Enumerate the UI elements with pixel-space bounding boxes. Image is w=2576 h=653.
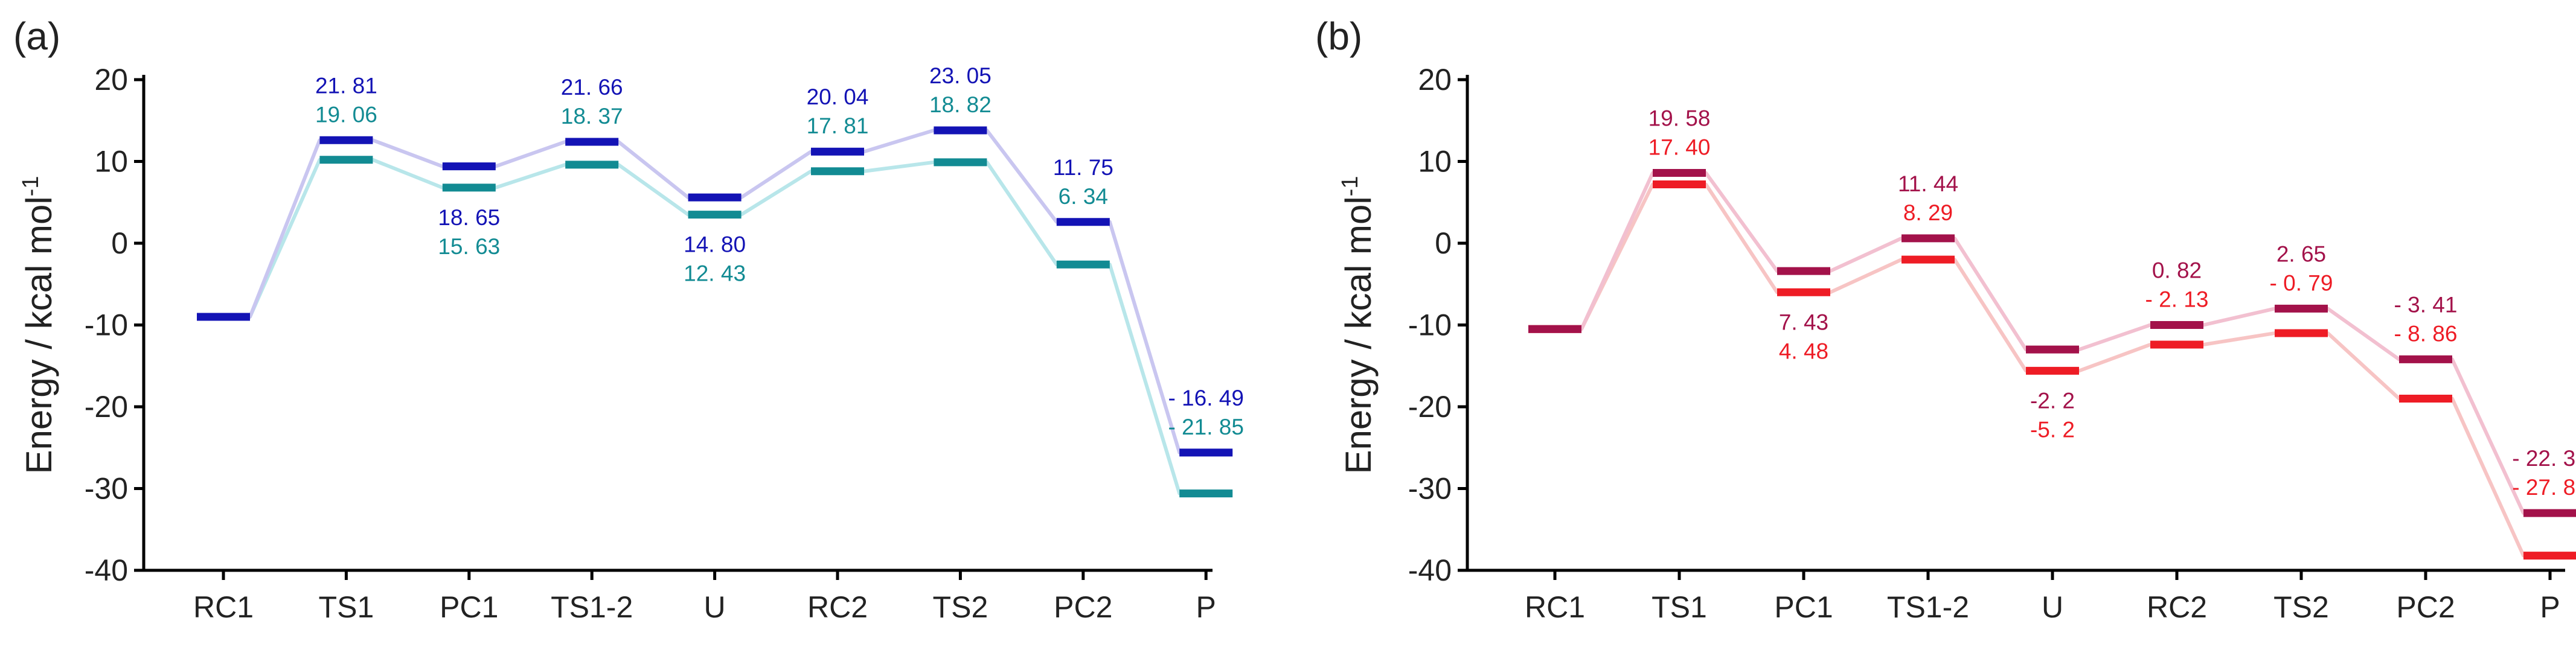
annotation-upper: - 22. 34 — [2512, 446, 2576, 471]
annotation-lower: 15. 63 — [438, 234, 500, 259]
category-label: RC1 — [193, 590, 254, 624]
chart-panel-a: (a) Energy / kcal mol-1 20 10 0 -10 -20 -30 -40 R… — [13, 14, 1244, 624]
y-tick-label: -10 — [1408, 308, 1452, 342]
annotation-upper: 11. 75 — [1053, 155, 1113, 180]
y-axis-title-text: Energy / kcal mol — [1338, 196, 1379, 474]
category-label: RC1 — [1525, 590, 1585, 624]
annotation-lower: 18. 37 — [561, 104, 623, 129]
annotation-lower: 17. 40 — [1648, 135, 1711, 159]
annotation-upper: 19. 58 — [1648, 106, 1711, 130]
annotation-lower: - 21. 85 — [1168, 415, 1243, 439]
annotation-upper: - 16. 49 — [1168, 386, 1243, 410]
y-tick-label: 20 — [94, 63, 128, 97]
y-axis-title-superscript: -1 — [18, 176, 43, 197]
annotation-lower: - 0. 79 — [2270, 270, 2333, 295]
panel-label: (b) — [1315, 14, 1362, 58]
annotation-upper: 7. 43 — [1779, 310, 1828, 334]
chart-panel-b: (b) Energy / kcal mol-1 20 10 0 -10 -20 -30 -40 R… — [1315, 14, 2576, 624]
y-tick-label: -20 — [85, 390, 128, 424]
y-tick-label: 0 — [1435, 226, 1452, 260]
annotation-upper: 0. 82 — [2152, 258, 2202, 283]
y-axis-title-text: Energy / kcal mol — [19, 196, 59, 474]
annotation-lower: - 2. 13 — [2145, 287, 2209, 312]
annotation-lower: 17. 81 — [807, 113, 869, 138]
category-label: PC2 — [2396, 590, 2455, 624]
category-label: TS1-2 — [551, 590, 633, 624]
annotation-upper: - 3. 41 — [2394, 292, 2458, 317]
annotation-lower: 12. 43 — [684, 261, 746, 286]
category-label: PC2 — [1054, 590, 1112, 624]
y-axis-title: Energy / kcal mol-1 — [1338, 176, 1379, 474]
y-tick-label: -40 — [1408, 553, 1452, 587]
category-label: U — [2042, 590, 2063, 624]
category-label: P — [2540, 590, 2560, 624]
category-label: TS2 — [933, 590, 988, 624]
annotation-upper: -2. 2 — [2030, 388, 2075, 413]
category-label: TS2 — [2273, 590, 2329, 624]
annotation-upper: 18. 65 — [438, 205, 500, 230]
y-tick-label: 0 — [111, 226, 128, 260]
category-label: TS1 — [1652, 590, 1707, 624]
annotation-upper: 23. 05 — [929, 63, 992, 88]
annotation-lower: 4. 48 — [1779, 339, 1828, 363]
y-tick-label: 10 — [94, 145, 128, 179]
category-label: PC1 — [440, 590, 498, 624]
y-tick-label: -40 — [85, 553, 128, 587]
category-label: TS1-2 — [1887, 590, 1969, 624]
category-label: U — [704, 590, 726, 624]
annotation-upper: 21. 66 — [561, 75, 623, 100]
annotation-upper: 20. 04 — [807, 84, 869, 109]
y-tick-label: 10 — [1418, 145, 1452, 179]
y-tick-label: -20 — [1408, 390, 1452, 424]
category-label: PC1 — [1774, 590, 1833, 624]
series-line-lower — [197, 158, 1233, 495]
y-tick-label: -30 — [85, 472, 128, 506]
annotation-lower: 19. 06 — [315, 102, 377, 127]
annotation-lower: -5. 2 — [2030, 417, 2075, 442]
category-label: TS1 — [319, 590, 374, 624]
annotation-upper: 21. 81 — [315, 73, 377, 98]
category-label: RC2 — [2147, 590, 2207, 624]
annotation-upper: 14. 80 — [684, 232, 746, 257]
panel-label: (a) — [13, 14, 60, 58]
y-tick-label: 20 — [1418, 63, 1452, 97]
annotation-lower: 8. 29 — [1903, 200, 1953, 225]
annotation-lower: 18. 82 — [929, 92, 992, 117]
annotation-upper: 2. 65 — [2276, 241, 2326, 266]
y-tick-label: -10 — [85, 308, 128, 342]
y-tick-label: -30 — [1408, 472, 1452, 506]
annotation-lower: - 8. 86 — [2394, 321, 2458, 346]
category-label: RC2 — [807, 590, 868, 624]
y-axis-title-superscript: -1 — [1338, 176, 1363, 197]
category-label: P — [1196, 590, 1216, 624]
annotation-lower: - 27. 83 — [2512, 475, 2576, 500]
y-axis-title: Energy / kcal mol-1 — [18, 176, 59, 474]
annotation-lower: 6. 34 — [1059, 184, 1108, 209]
annotation-upper: 11. 44 — [1898, 171, 1958, 196]
